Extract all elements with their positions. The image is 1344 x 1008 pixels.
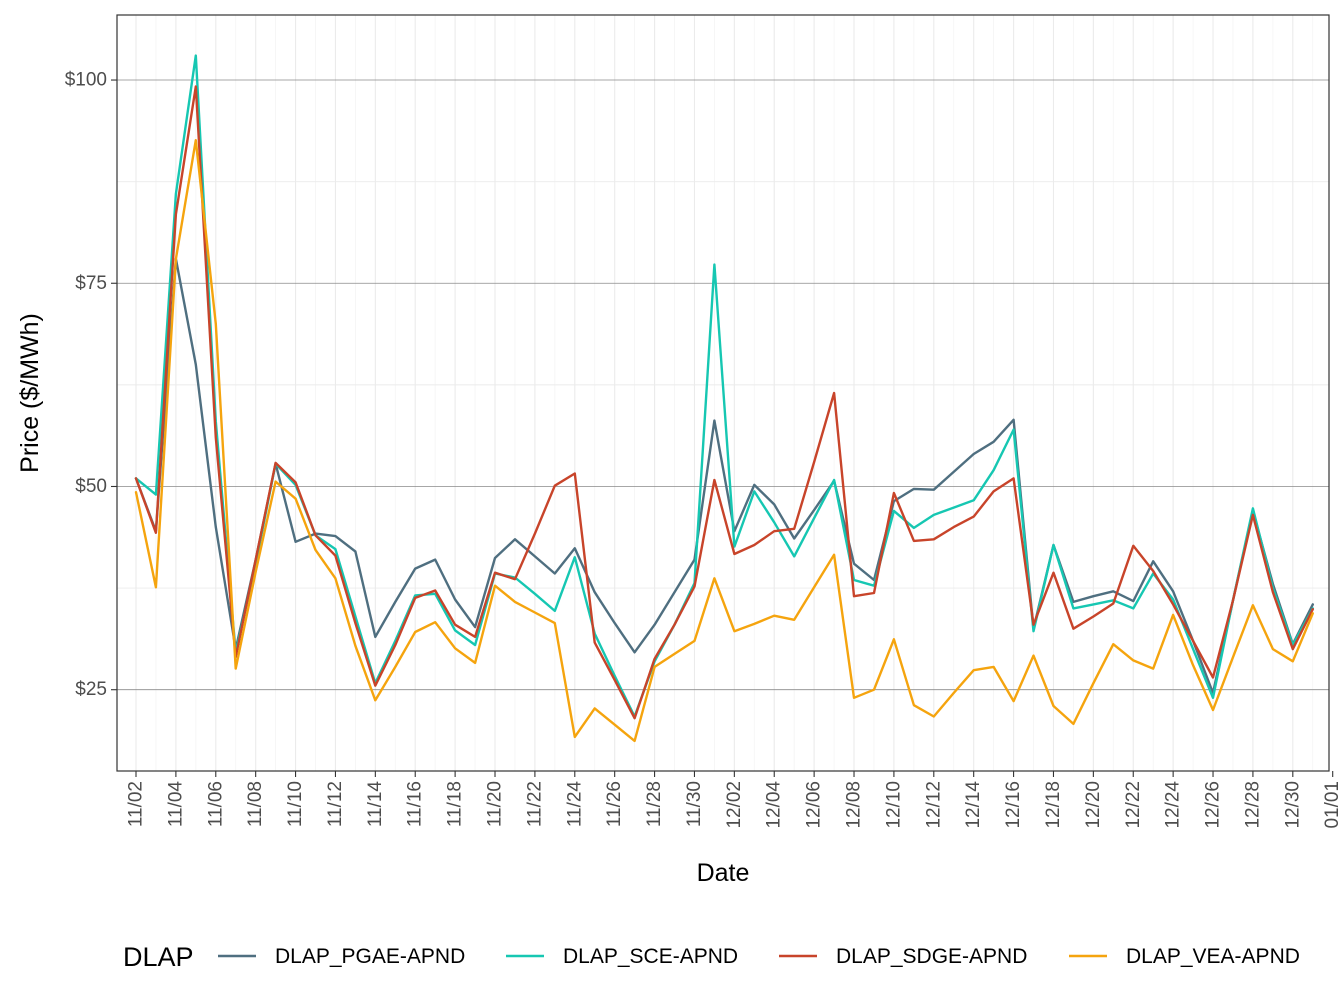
x-tick-label: 12/20	[1083, 781, 1104, 829]
x-tick-label: 11/14	[365, 781, 386, 828]
legend: DLAP DLAP_PGAE-APND DLAP_SCE-APND DLAP_SDG…	[123, 942, 1300, 972]
x-tick-label: 11/08	[245, 781, 266, 827]
x-tick-label: 11/22	[524, 781, 545, 827]
x-axis-title: Date	[697, 859, 750, 887]
x-tick-label: 11/20	[485, 781, 506, 827]
y-tick-label: $75	[75, 273, 107, 294]
x-tick-label: 12/28	[1242, 781, 1263, 829]
x-tick-label: 12/12	[923, 781, 944, 829]
x-tick-label: 12/08	[844, 781, 865, 829]
legend-label: DLAP_SCE-APND	[563, 945, 738, 968]
x-tick-label: 12/16	[1003, 781, 1024, 829]
minor-gridlines	[117, 15, 1329, 771]
series-line-dlap-vea-apnd	[134, 138, 1315, 743]
x-tick-label: 12/30	[1282, 781, 1303, 829]
x-tick-label: 11/10	[285, 781, 306, 827]
x-tick-label: 12/06	[804, 781, 825, 829]
x-tick-label: 12/18	[1043, 781, 1064, 829]
y-tick-label: $100	[65, 70, 107, 91]
plot-panel-border	[116, 14, 1330, 772]
x-tick-label: 11/06	[205, 781, 226, 827]
series-line-dlap-sce-apnd	[134, 54, 1315, 718]
x-tick-label: 11/04	[165, 781, 186, 828]
x-tick-label: 01/01	[1322, 781, 1343, 829]
x-tick-label: 12/22	[1123, 781, 1144, 829]
x-tick-label: 11/26	[604, 781, 625, 827]
x-tick-label: 12/02	[724, 781, 745, 829]
series-line-dlap-sdge-apnd	[134, 85, 1315, 720]
y-axis: $25 $50 $75 $100	[65, 70, 117, 700]
y-tick-label: $50	[75, 476, 107, 497]
y-tick-label: $25	[75, 679, 107, 700]
x-tick-label: 11/30	[684, 781, 705, 827]
series-lines	[134, 54, 1315, 743]
x-tick-label: 12/24	[1163, 781, 1184, 829]
x-axis: 11/02 11/04 11/06 11/08 11/10 11/12 11/14 11/16…	[126, 771, 1343, 829]
legend-label: DLAP_PGAE-APND	[275, 945, 465, 968]
major-gridlines	[117, 15, 1329, 771]
x-tick-label: 11/12	[325, 781, 346, 827]
legend-title: DLAP	[123, 942, 194, 972]
x-tick-label: 11/28	[644, 781, 665, 827]
x-tick-label: 11/16	[405, 781, 426, 827]
x-tick-label: 12/14	[963, 781, 984, 829]
x-tick-label: 12/04	[764, 781, 785, 829]
x-tick-label: 12/26	[1203, 781, 1224, 829]
x-tick-label: 11/24	[564, 781, 585, 828]
x-tick-label: 12/10	[883, 781, 904, 829]
x-tick-label: 11/18	[445, 781, 466, 827]
legend-label: DLAP_SDGE-APND	[836, 945, 1027, 968]
y-axis-title: Price ($/MWh)	[16, 313, 44, 473]
legend-label: DLAP_VEA-APND	[1126, 945, 1300, 968]
x-tick-label: 11/02	[126, 781, 147, 827]
